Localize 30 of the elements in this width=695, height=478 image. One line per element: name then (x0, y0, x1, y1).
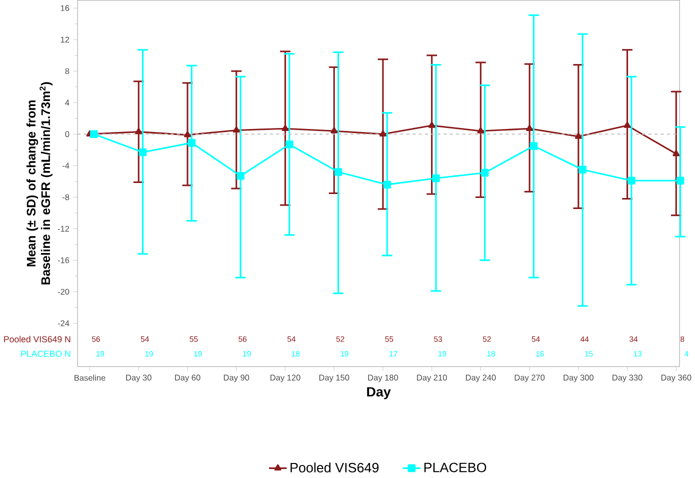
y-tick-label: -8 (62, 194, 70, 200)
x-tick-label: Day 90 (224, 374, 250, 382)
y-axis-title: Mean (± SD) of change from Baseline in eGFR (mL/min/1.73m$^{2}$) (26, 82, 53, 284)
x-tick-label: Day 150 (319, 374, 350, 382)
x-tick-label: Day 270 (514, 374, 545, 382)
y-tick-label: 0 (65, 131, 70, 138)
x-tick-label: Day 240 (466, 374, 496, 382)
x-axis-title: Day (367, 387, 391, 400)
x-tick-label: Day 180 (368, 374, 398, 382)
y-tick-label: 4 (65, 100, 70, 106)
text: PLACEBO N (21, 350, 70, 357)
y-tick-label: -12 (58, 226, 70, 232)
x-tick-label: Day 300 (564, 374, 594, 382)
y-tick-label: -20 (58, 288, 70, 295)
x-tick-label: Day 330 (612, 374, 642, 382)
y-tick-label: -16 (58, 257, 70, 264)
y-tick-label: 8 (65, 68, 70, 74)
y-tick-label: 16 (60, 5, 70, 12)
legend-label: Pooled VIS649 (290, 462, 379, 472)
legend-label: PLACEBO (424, 462, 486, 472)
x-tick-label: Day 60 (175, 374, 200, 382)
x-tick-label: Baseline (74, 374, 106, 381)
x-tick-label: Day 120 (270, 374, 300, 382)
x-tick-label: Day 360 (661, 374, 692, 382)
text: Pooled VIS649 N (4, 336, 70, 342)
x-tick-label: Day 210 (417, 374, 447, 382)
x-tick-label: Day 30 (126, 374, 152, 382)
y-tick-label: 12 (60, 36, 70, 43)
y-tick-label: -24 (58, 320, 70, 326)
y-tick-label: -4 (62, 162, 70, 169)
